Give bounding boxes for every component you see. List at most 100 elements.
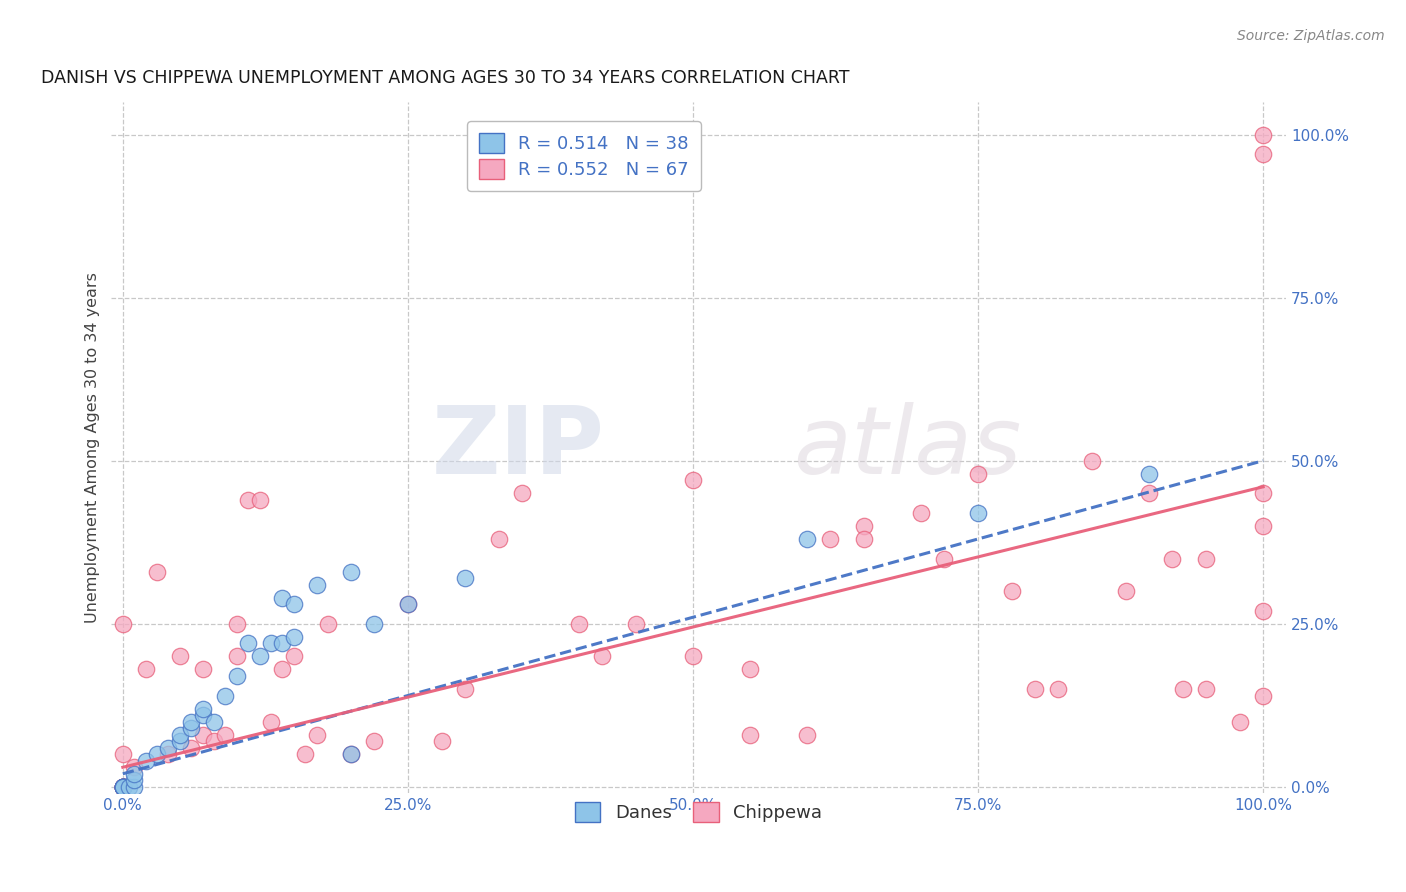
Point	[111, 780, 134, 794]
Point	[180, 721, 202, 735]
Point	[111, 780, 134, 794]
Point	[430, 734, 453, 748]
Point	[853, 519, 876, 533]
Legend: Danes, Chippewa: Danes, Chippewa	[564, 791, 832, 833]
Point	[249, 649, 271, 664]
Point	[1251, 486, 1274, 500]
Point	[283, 649, 305, 664]
Point	[853, 532, 876, 546]
Point	[340, 747, 363, 762]
Point	[111, 780, 134, 794]
Point	[271, 591, 294, 605]
Point	[1115, 584, 1137, 599]
Point	[363, 616, 385, 631]
Point	[1137, 467, 1160, 481]
Point	[1195, 551, 1218, 566]
Point	[283, 597, 305, 611]
Text: ZIP: ZIP	[432, 401, 605, 493]
Point	[122, 773, 145, 788]
Point	[135, 662, 157, 676]
Point	[111, 780, 134, 794]
Point	[111, 780, 134, 794]
Point	[260, 636, 283, 650]
Point	[111, 780, 134, 794]
Point	[225, 649, 247, 664]
Point	[967, 467, 990, 481]
Point	[818, 532, 841, 546]
Point	[1251, 519, 1274, 533]
Point	[1251, 128, 1274, 142]
Point	[260, 714, 283, 729]
Point	[180, 714, 202, 729]
Point	[191, 662, 214, 676]
Point	[624, 616, 647, 631]
Point	[363, 734, 385, 748]
Point	[225, 616, 247, 631]
Point	[591, 649, 613, 664]
Point	[1229, 714, 1251, 729]
Point	[967, 506, 990, 520]
Point	[202, 714, 225, 729]
Point	[1251, 604, 1274, 618]
Point	[111, 780, 134, 794]
Point	[191, 728, 214, 742]
Point	[1173, 681, 1195, 696]
Point	[191, 701, 214, 715]
Point	[169, 728, 191, 742]
Point	[682, 473, 704, 487]
Point	[271, 636, 294, 650]
Point	[1251, 147, 1274, 161]
Point	[796, 532, 818, 546]
Point	[214, 689, 236, 703]
Point	[454, 681, 477, 696]
Point	[146, 747, 169, 762]
Point	[340, 747, 363, 762]
Point	[157, 740, 180, 755]
Text: atlas: atlas	[793, 402, 1021, 493]
Point	[169, 649, 191, 664]
Point	[568, 616, 591, 631]
Point	[111, 747, 134, 762]
Point	[111, 780, 134, 794]
Point	[111, 780, 134, 794]
Point	[796, 728, 818, 742]
Point	[111, 780, 134, 794]
Point	[271, 662, 294, 676]
Point	[910, 506, 932, 520]
Text: Source: ZipAtlas.com: Source: ZipAtlas.com	[1237, 29, 1385, 43]
Point	[169, 734, 191, 748]
Point	[305, 577, 328, 591]
Point	[1251, 689, 1274, 703]
Point	[111, 616, 134, 631]
Point	[294, 747, 316, 762]
Point	[202, 734, 225, 748]
Point	[122, 780, 145, 794]
Point	[316, 616, 339, 631]
Point	[111, 780, 134, 794]
Point	[111, 780, 134, 794]
Point	[1081, 453, 1104, 467]
Point	[682, 649, 704, 664]
Point	[135, 754, 157, 768]
Point	[214, 728, 236, 742]
Point	[191, 708, 214, 723]
Point	[238, 492, 260, 507]
Point	[738, 728, 761, 742]
Point	[738, 662, 761, 676]
Point	[396, 597, 419, 611]
Point	[1161, 551, 1184, 566]
Point	[305, 728, 328, 742]
Point	[1137, 486, 1160, 500]
Text: DANISH VS CHIPPEWA UNEMPLOYMENT AMONG AGES 30 TO 34 YEARS CORRELATION CHART: DANISH VS CHIPPEWA UNEMPLOYMENT AMONG AG…	[41, 69, 849, 87]
Point	[488, 532, 510, 546]
Point	[249, 492, 271, 507]
Y-axis label: Unemployment Among Ages 30 to 34 years: Unemployment Among Ages 30 to 34 years	[86, 272, 100, 624]
Point	[122, 766, 145, 780]
Point	[146, 565, 169, 579]
Point	[340, 565, 363, 579]
Point	[111, 780, 134, 794]
Point	[157, 747, 180, 762]
Point	[238, 636, 260, 650]
Point	[122, 760, 145, 774]
Point	[510, 486, 533, 500]
